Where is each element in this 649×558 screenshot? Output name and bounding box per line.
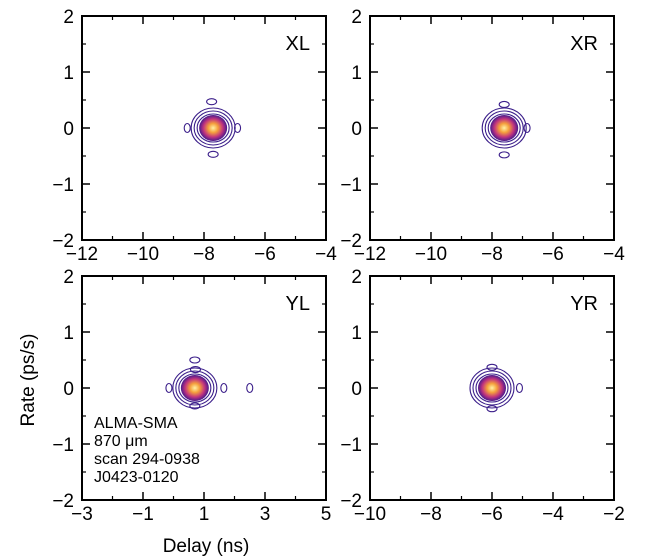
contour-ring: [487, 113, 521, 143]
panel-label: YR: [570, 293, 598, 315]
y-tick-label: −1: [340, 435, 362, 456]
x-tick-label: −4: [603, 244, 625, 265]
contour-ring: [475, 373, 509, 403]
y-tick-label: 2: [63, 267, 74, 288]
sidelobe-contour: [220, 382, 228, 394]
panel-yl: −3 −1 1 3 5 −2 −1 0 1 2 YL: [52, 267, 331, 525]
y-tick-label: −1: [340, 175, 362, 196]
x-axis-title: Delay (ns): [163, 536, 250, 557]
panel-label: XR: [570, 33, 598, 55]
x-tick-label: −12: [66, 244, 98, 265]
y-tick-label: 1: [351, 323, 362, 344]
sidelobe-contour: [234, 122, 242, 134]
contour-ring: [175, 370, 215, 406]
panel-label: YL: [286, 293, 310, 315]
y-tick-label: 1: [351, 63, 362, 84]
sidelobe-contour: [165, 382, 173, 394]
panel-label: XL: [286, 33, 310, 55]
y-tick-label: −2: [52, 231, 74, 252]
sidelobe-contour: [183, 122, 191, 134]
annotation-line-3: scan 294-0938: [94, 451, 200, 468]
x-tick-label: −1: [132, 504, 154, 525]
contour-ring: [190, 107, 236, 149]
x-tick-label: 1: [199, 504, 210, 525]
x-tick-label: −8: [481, 244, 503, 265]
x-tick-label: −6: [542, 244, 564, 265]
sidelobe-contour: [189, 402, 201, 410]
x-tick-label: −10: [127, 244, 159, 265]
annotation-line-4: J0423-0120: [94, 469, 179, 486]
y-tick-label: 1: [63, 323, 74, 344]
fringe-peak: [490, 115, 519, 141]
x-tick-label: −4: [315, 244, 337, 265]
contour-ring: [178, 373, 212, 403]
sidelobe-contour: [515, 382, 524, 394]
x-tick-label: −12: [354, 244, 386, 265]
y-tick-label: −1: [52, 175, 74, 196]
fringe-peak: [478, 375, 506, 401]
sidelobe-contour: [498, 151, 510, 159]
y-tick-label: 2: [351, 7, 362, 28]
sidelobe-contour: [486, 405, 498, 413]
contour-ring: [193, 110, 233, 146]
x-tick-label: 3: [260, 504, 271, 525]
y-tick-label: 0: [63, 379, 74, 400]
sidelobe-contour: [246, 382, 254, 394]
y-tick-label: 0: [63, 119, 74, 140]
y-tick-label: −2: [340, 491, 362, 512]
x-tick-label: −2: [603, 504, 625, 525]
y-tick-label: −1: [52, 435, 74, 456]
x-tick-label: 5: [321, 504, 332, 525]
fringe-peak: [199, 115, 228, 141]
y-tick-label: −2: [340, 231, 362, 252]
contour-ring: [172, 367, 218, 409]
sidelobe-contour: [189, 356, 201, 364]
annotation-block: ALMA-SMA 870 μm scan 294-0938 J0423-0120: [94, 415, 200, 486]
annotation-line-2: 870 μm: [94, 433, 148, 450]
y-tick-label: 2: [63, 7, 74, 28]
x-tick-label: −6: [481, 504, 503, 525]
y-tick-label: 1: [63, 63, 74, 84]
contour-ring: [469, 367, 515, 409]
y-tick-label: 0: [351, 379, 362, 400]
x-tick-label: −10: [415, 244, 447, 265]
x-tick-label: −8: [193, 244, 215, 265]
sidelobe-contour: [498, 100, 510, 109]
y-tick-label: 0: [351, 119, 362, 140]
contour-ring: [484, 110, 524, 146]
x-tick-label: −8: [420, 504, 442, 525]
contour-ring: [472, 370, 512, 406]
sidelobe-contour: [207, 150, 219, 158]
sidelobe-contour: [486, 363, 498, 371]
y-tick-label: 2: [351, 267, 362, 288]
y-axis-title: Rate (ps/s): [18, 334, 39, 427]
x-tick-label: −3: [71, 504, 93, 525]
x-tick-label: −6: [254, 244, 276, 265]
fringe-peak: [180, 375, 209, 401]
contour-ring: [196, 113, 230, 143]
y-tick-label: −2: [52, 491, 74, 512]
x-tick-label: −10: [354, 504, 386, 525]
sidelobe-contour: [206, 98, 218, 106]
sidelobe-contour: [189, 365, 202, 374]
sidelobe-contour: [523, 122, 531, 134]
x-tick-label: −4: [542, 504, 564, 525]
annotation-line-1: ALMA-SMA: [94, 415, 178, 432]
